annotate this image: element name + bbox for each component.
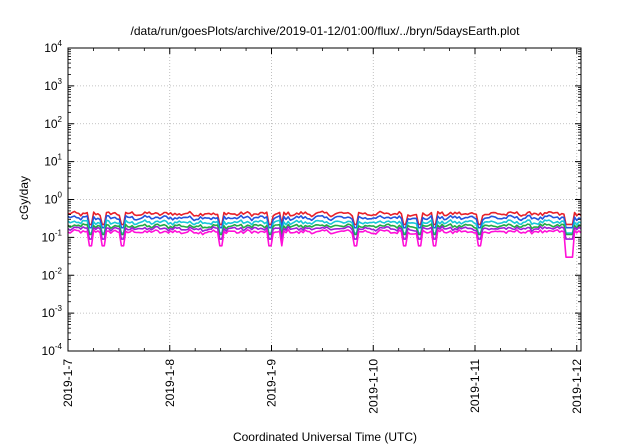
y-tick-label: 101 [44, 153, 62, 169]
y-tick-label: 103 [44, 77, 62, 93]
y-tick-labels: 104 103 102 101 100 10-1 10-2 10-3 10-4 [42, 39, 63, 358]
y-tick-label: 10-1 [42, 228, 63, 244]
x-tick-label: 2019-1-10 [366, 359, 380, 414]
x-tick-label: 2019-1-12 [570, 359, 584, 414]
x-tick-labels: 2019-1-7 2019-1-8 2019-1-9 2019-1-10 2019-1-… [61, 359, 584, 414]
series-line-5 [67, 225, 582, 240]
x-tick-label: 2019-1-9 [265, 359, 279, 407]
series-line-1 [67, 210, 582, 226]
y-axis-label: cGy/day [17, 176, 31, 220]
x-tick-label: 2019-1-7 [61, 359, 75, 407]
y-tick-label: 100 [44, 191, 62, 207]
x-tick-label: 2019-1-11 [468, 359, 482, 413]
series-group [67, 210, 582, 258]
series-line-4 [67, 222, 582, 236]
y-tick-label: 102 [44, 115, 62, 131]
series-line-2 [67, 214, 582, 229]
gridlines [67, 47, 581, 352]
y-tick-label: 10-3 [42, 304, 63, 320]
series-line-3 [67, 219, 582, 234]
y-tick-label: 10-2 [42, 266, 63, 282]
plot-frame [67, 47, 582, 352]
ticks [67, 47, 581, 352]
x-axis-label: Coordinated Universal Time (UTC) [233, 430, 417, 444]
series-line-6 [67, 228, 582, 258]
y-tick-label: 10-4 [42, 342, 63, 358]
chart-title: /data/run/goesPlots/archive/2019-01-12/0… [131, 24, 521, 38]
y-tick-label: 104 [44, 39, 62, 55]
x-tick-label: 2019-1-8 [163, 359, 177, 407]
